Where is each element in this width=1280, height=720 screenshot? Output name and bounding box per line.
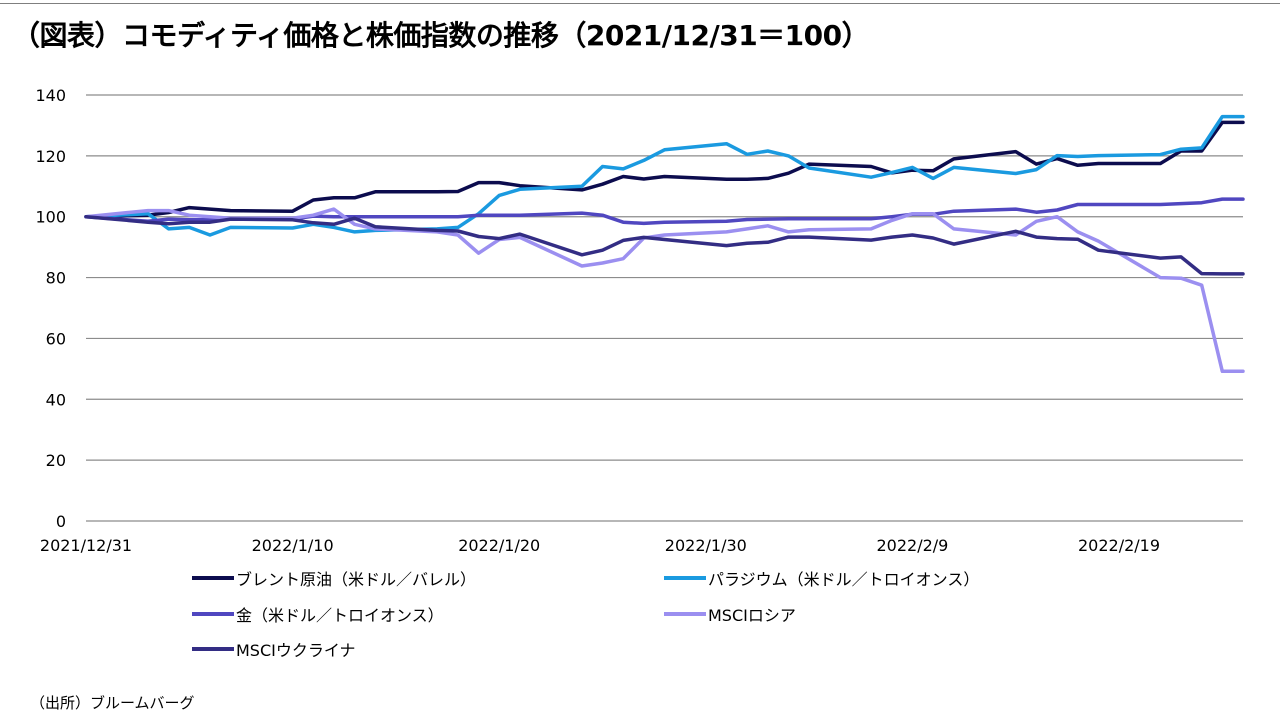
top-rule <box>0 3 1280 4</box>
x-axis-ticks: 2021/12/31 2022/1/10 2022/1/20 2022/1/30 202… <box>40 536 1160 555</box>
legend-swatch-gold <box>192 612 234 616</box>
legend-label-palladium: パラジウム（米ドル／トロイオンス） <box>708 570 980 589</box>
legend-item-brent: ブレント原油（米ドル／バレル） <box>192 566 476 590</box>
series-line-3 <box>84 207 1245 374</box>
legend-label-gold: 金（米ドル／トロイオンス） <box>236 606 444 625</box>
y-tick-label: 80 <box>46 269 66 288</box>
x-tick-label: 2022/2/19 <box>1078 536 1160 555</box>
legend-item-msci-ukraine: MSCIウクライナ <box>192 637 356 661</box>
series-line-1 <box>84 114 1245 237</box>
y-tick-label: 100 <box>35 208 66 227</box>
x-tick-label: 2022/1/10 <box>252 536 334 555</box>
legend-swatch-msci-russia <box>664 612 706 616</box>
legend-swatch-palladium <box>664 576 706 580</box>
legend-swatch-brent <box>192 576 234 580</box>
legend-swatch-msci-ukraine <box>192 647 234 651</box>
x-tick-label: 2022/2/9 <box>876 536 948 555</box>
x-tick-label: 2021/12/31 <box>40 536 132 555</box>
legend-label-msci-russia: MSCIロシア <box>708 606 796 625</box>
series-line-0 <box>84 120 1245 219</box>
x-tick-label: 2022/1/30 <box>665 536 747 555</box>
legend-item-gold: 金（米ドル／トロイオンス） <box>192 602 444 626</box>
y-tick-label: 20 <box>46 451 66 470</box>
legend-item-palladium: パラジウム（米ドル／トロイオンス） <box>664 566 979 590</box>
gridlines <box>86 94 1243 522</box>
legend-label-msci-ukraine: MSCIウクライナ <box>236 641 356 660</box>
series-lines <box>84 114 1245 374</box>
chart-title: （図表）コモディティ価格と株価指数の推移（2021/12/31＝100） <box>12 19 870 52</box>
y-tick-label: 60 <box>46 329 66 348</box>
legend-label-brent: ブレント原油（米ドル／バレル） <box>236 570 477 589</box>
y-tick-label: 140 <box>35 86 66 105</box>
source-note: （出所）ブルームバーグ <box>30 694 195 712</box>
legend-item-msci-russia: MSCIロシア <box>664 602 796 626</box>
x-tick-label: 2022/1/20 <box>458 536 540 555</box>
series-line-4 <box>84 214 1245 276</box>
y-tick-label: 120 <box>35 147 66 166</box>
y-axis-ticks: 0 20 40 60 80 100 120 140 <box>35 86 66 531</box>
y-tick-label: 0 <box>56 512 66 531</box>
y-tick-label: 40 <box>46 390 66 409</box>
